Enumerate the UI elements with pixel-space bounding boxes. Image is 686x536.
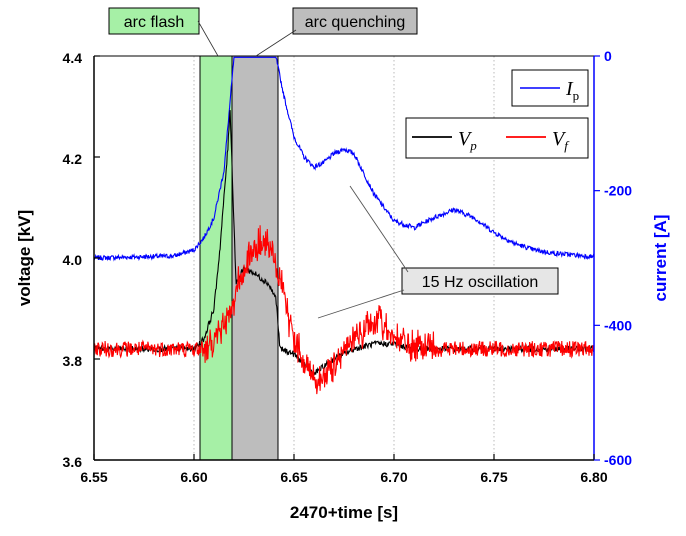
legend-ip-label: Ip — [565, 78, 579, 103]
arc-quenching-label-box — [292, 7, 418, 35]
y2-tick-label: -400 — [604, 317, 632, 333]
annotations: arc flash arc quenching 15 Hz oscillation — [108, 7, 559, 319]
y-axis-title: voltage [kV] — [15, 210, 34, 306]
arc-flash-leader — [197, 20, 219, 57]
arc-flash-label: arc flash — [124, 14, 184, 31]
x-tick-label: 6.70 — [380, 469, 407, 485]
y-tick-label: 4.4 — [63, 50, 83, 66]
legend-vf-label: Vf — [552, 128, 570, 153]
axis-ticks: 6.55 6.60 6.65 6.70 6.75 6.80 3.6 3.8 4.0 4.2 4.4 -… — [63, 48, 633, 485]
x-axis-title: 2470+time [s] — [290, 503, 398, 522]
y2-tick-label: -600 — [604, 452, 632, 468]
arc-quenching-leader — [255, 29, 297, 57]
y2-tick-label: -200 — [604, 183, 632, 199]
oscillation-leader — [349, 185, 409, 273]
y-tick-label: 3.8 — [63, 353, 83, 369]
shaded-regions — [199, 55, 279, 461]
x-tick-label: 6.60 — [180, 469, 207, 485]
x-tick-label: 6.75 — [480, 469, 507, 485]
grid-lines — [193, 56, 495, 460]
arc-flash-region — [199, 55, 233, 461]
arc-quenching-label: arc quenching — [305, 14, 406, 31]
oscillation-label: 15 Hz oscillation — [422, 274, 539, 291]
x-tick-label: 6.55 — [80, 469, 107, 485]
axis-titles: 2470+time [s] voltage [kV] current [A] — [15, 210, 670, 522]
series-lines — [93, 56, 595, 395]
legend-vp-label: Vp — [458, 128, 477, 153]
y2-axis-title: current [A] — [651, 215, 670, 302]
y-tick-label: 4.0 — [63, 252, 83, 268]
series-vf-line — [93, 225, 595, 395]
y-tick-label: 3.6 — [63, 454, 83, 470]
voltage-legend-box — [405, 117, 589, 159]
legends: Ip Vp Vf — [405, 69, 589, 159]
x-tick-label: 6.80 — [580, 469, 607, 485]
x-tick-label: 6.65 — [280, 469, 307, 485]
arc-quenching-region — [231, 55, 279, 461]
series-ip-line — [93, 56, 595, 262]
arc-flash-label-box — [108, 7, 200, 35]
y-tick-label: 4.2 — [63, 151, 83, 167]
y2-tick-label: 0 — [604, 48, 612, 64]
oscillation-label-box — [401, 267, 559, 295]
oscillation-leader — [317, 289, 405, 319]
